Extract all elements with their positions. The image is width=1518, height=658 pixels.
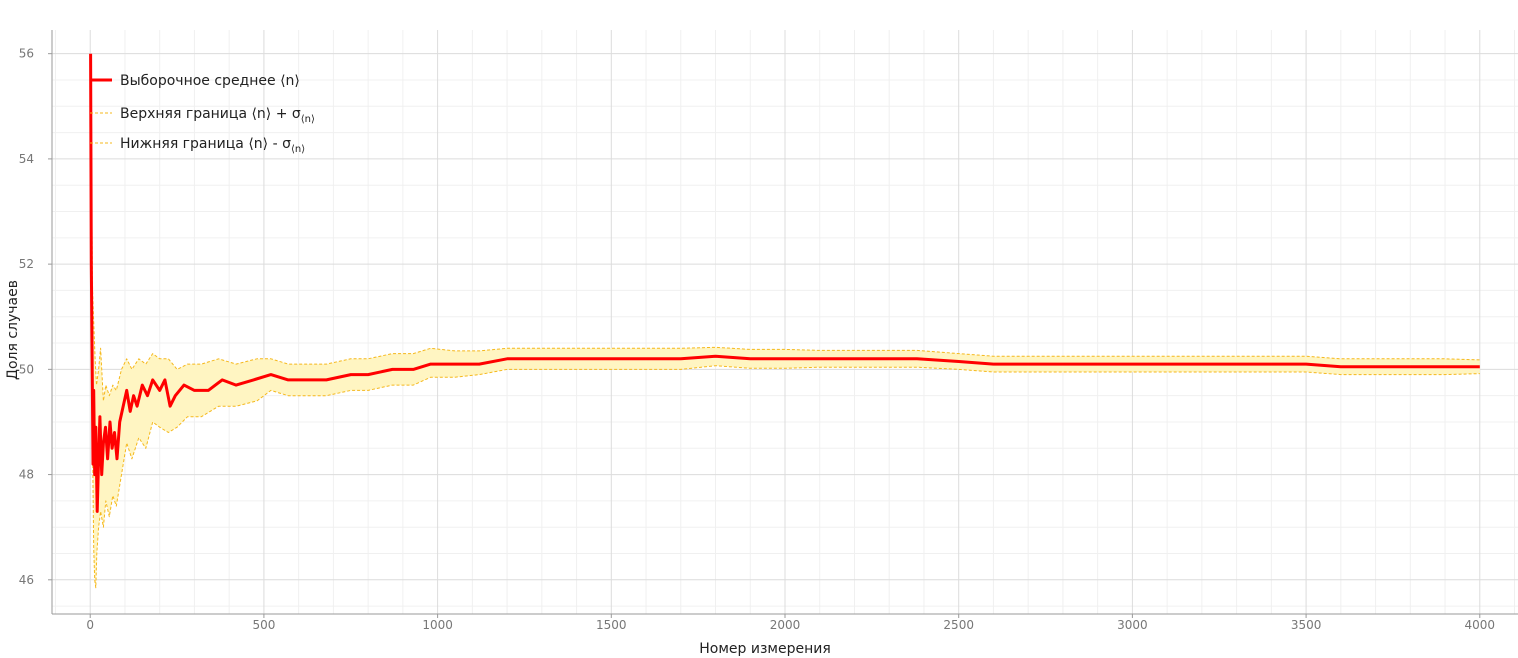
x-tick-label: 3500 — [1291, 618, 1322, 632]
series-line-upper — [90, 106, 1480, 402]
x-tick-label: 1000 — [422, 618, 453, 632]
x-tick-label: 3000 — [1117, 618, 1148, 632]
x-tick-label: 1500 — [596, 618, 627, 632]
legend-label-mean: Выборочное среднее ⟨n⟩ — [120, 73, 300, 89]
legend-label-upper: Верхняя граница ⟨n⟩ + σ⟨n⟩ — [120, 106, 315, 125]
x-tick-label: 2000 — [770, 618, 801, 632]
series-lines — [89, 53, 1480, 589]
y-tick-label: 46 — [19, 573, 34, 587]
legend-label-lower: Нижняя граница ⟨n⟩ - σ⟨n⟩ — [120, 136, 305, 155]
series-line-lower — [90, 79, 1480, 589]
x-tick-label: 2500 — [943, 618, 974, 632]
legend-subscript: ⟨n⟩ — [301, 114, 315, 125]
series-line-mean — [89, 53, 1480, 513]
legend-subscript: ⟨n⟩ — [291, 144, 305, 155]
x-tick-label: 500 — [252, 618, 275, 632]
legend: Выборочное среднее ⟨n⟩ Верхняя граница ⟨n… — [90, 73, 315, 155]
x-axis-title: Номер измерения — [699, 641, 831, 657]
y-tick-label: 50 — [19, 362, 34, 376]
grid-minor — [52, 30, 1518, 614]
y-tick-label: 54 — [19, 152, 34, 166]
y-tick-label: 48 — [19, 468, 34, 482]
y-axis-ticks: 46 48 50 52 54 56 — [19, 47, 52, 587]
x-axis-ticks: 0 500 1000 1500 2000 2500 3000 3500 4000 — [86, 614, 1495, 632]
x-tick-label: 4000 — [1465, 618, 1496, 632]
y-tick-label: 56 — [19, 47, 34, 61]
y-tick-label: 52 — [19, 257, 34, 271]
y-axis-title: Доля случаев — [5, 280, 21, 380]
x-tick-label: 0 — [86, 618, 94, 632]
